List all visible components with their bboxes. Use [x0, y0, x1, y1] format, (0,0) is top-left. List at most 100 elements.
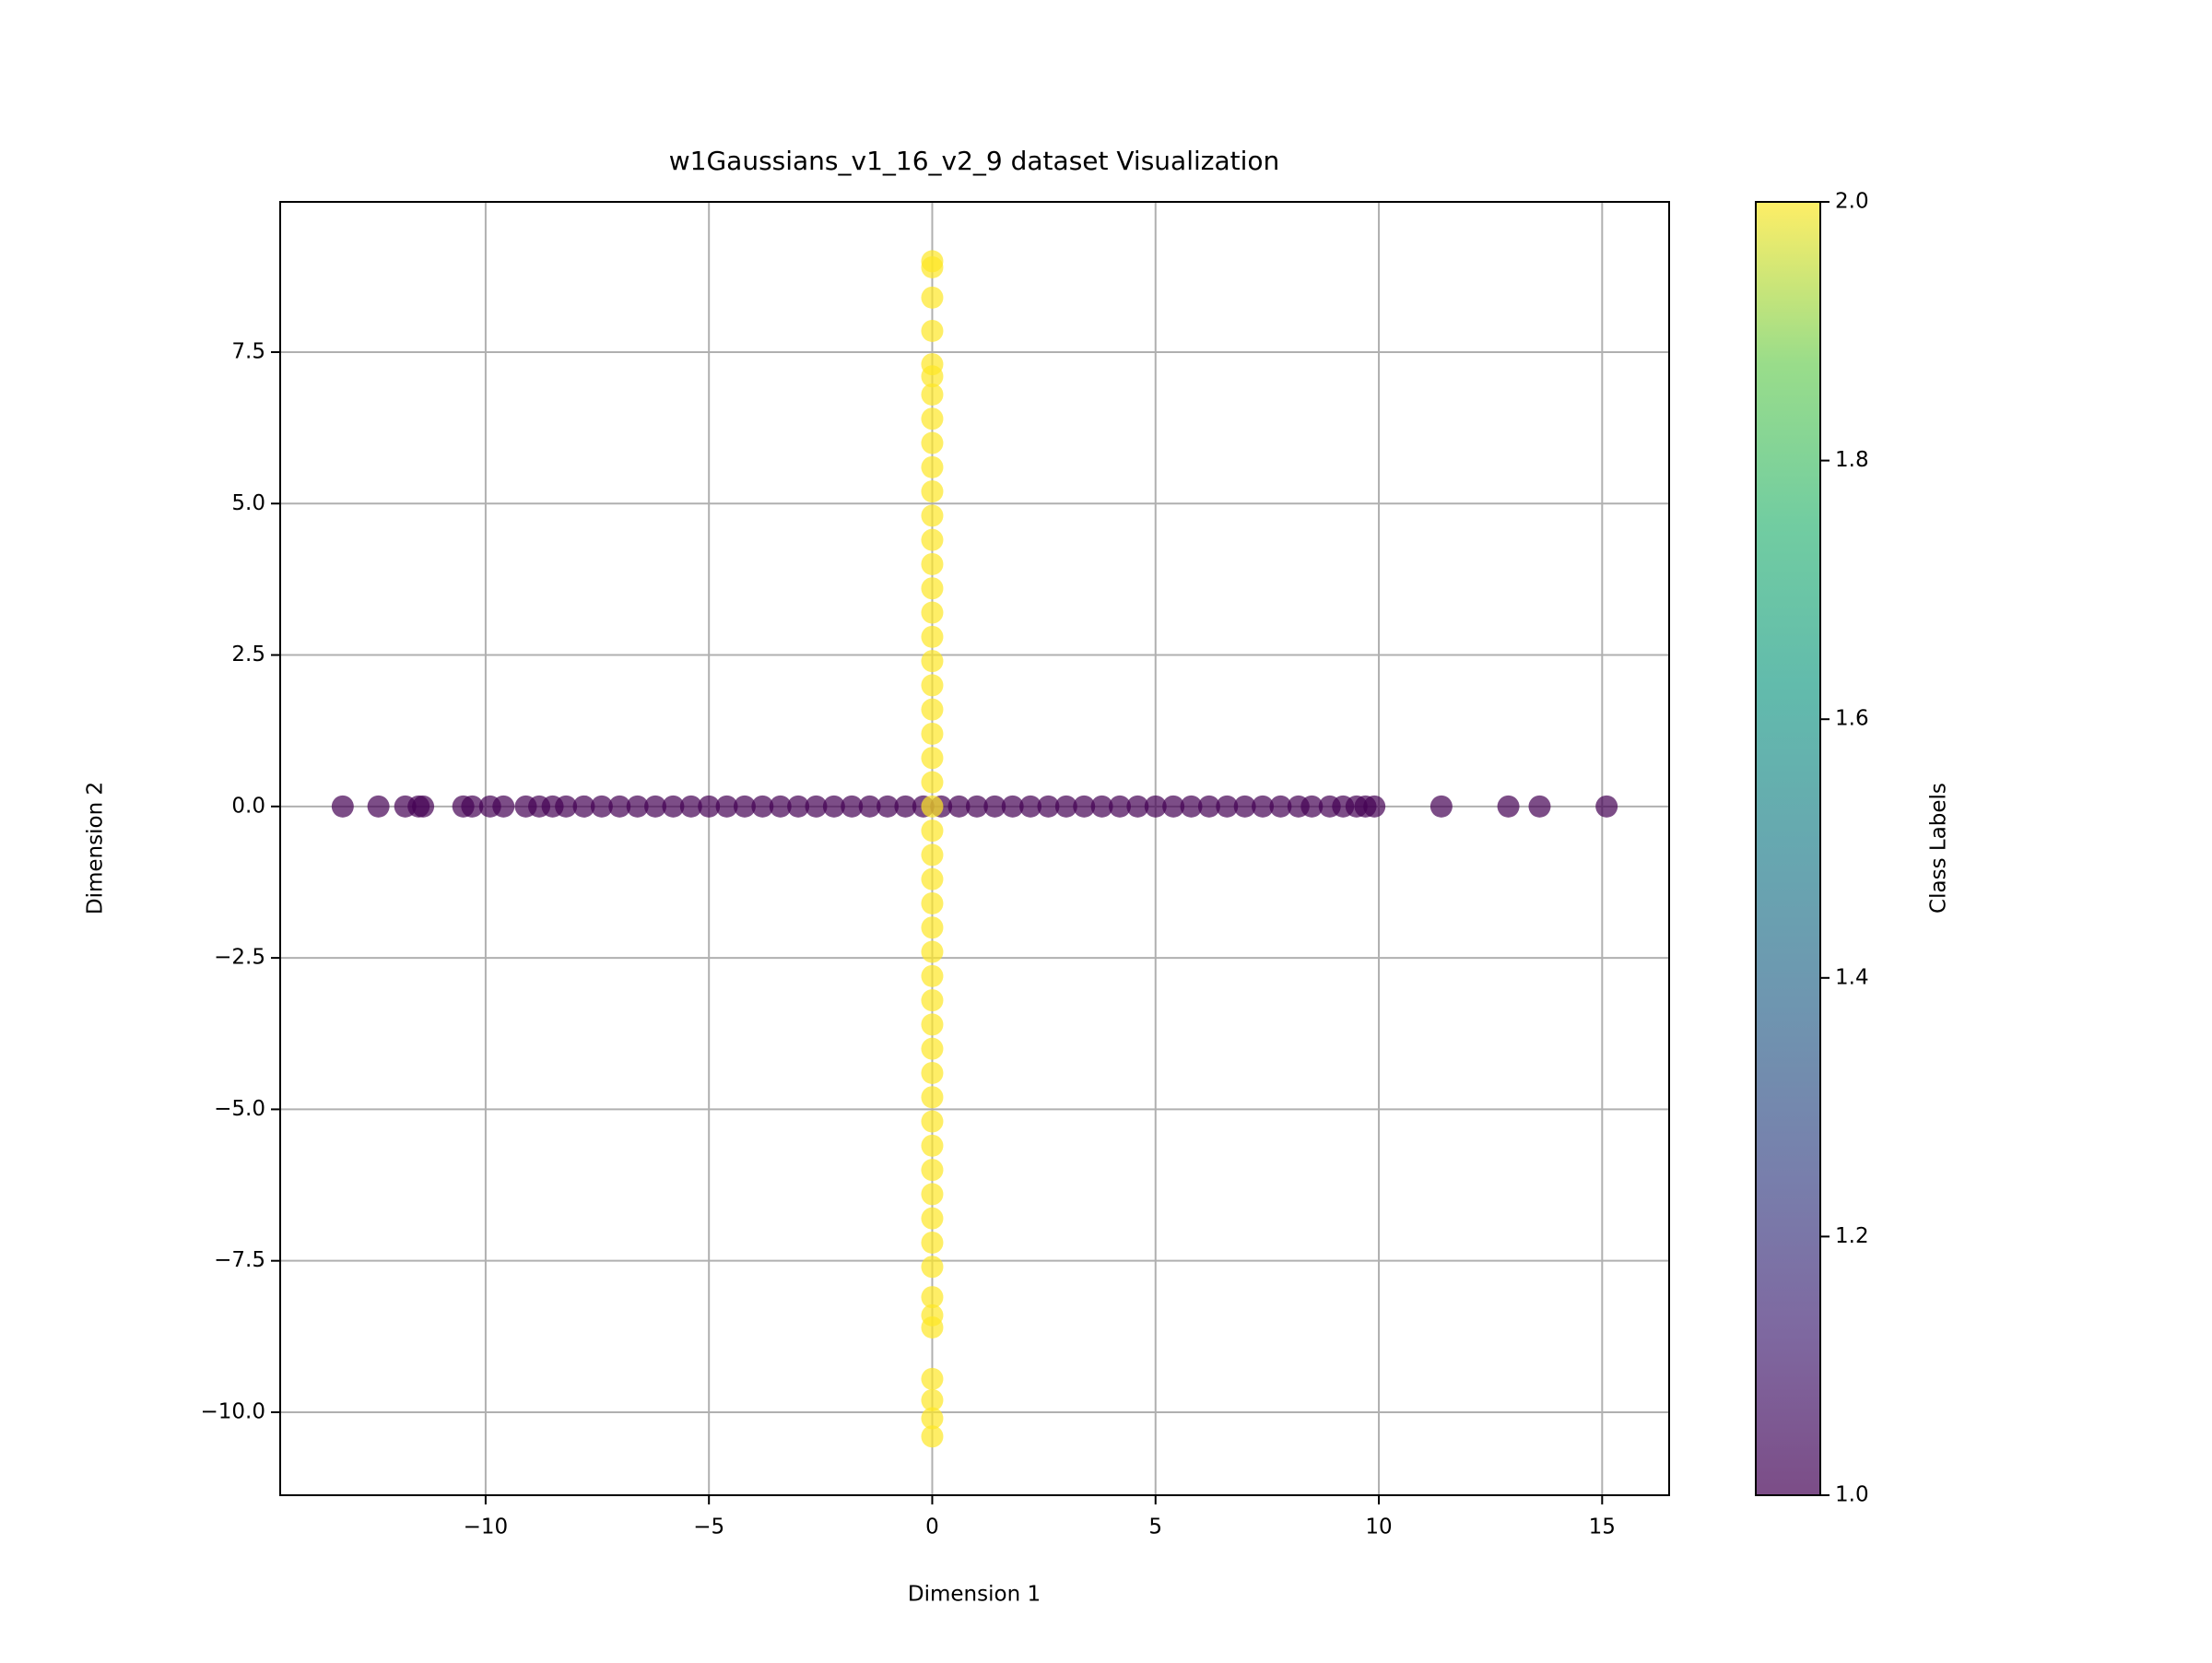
point — [921, 431, 944, 454]
point — [644, 795, 667, 818]
point — [921, 1086, 944, 1109]
point — [877, 795, 900, 818]
point — [921, 771, 944, 794]
y-tick-label: −10.0 — [201, 1399, 265, 1423]
point — [1430, 795, 1453, 818]
point — [921, 480, 944, 503]
point — [1019, 795, 1042, 818]
point — [1126, 795, 1149, 818]
point — [590, 795, 613, 818]
point — [921, 504, 944, 527]
y-tick-label: −2.5 — [214, 946, 265, 970]
point — [921, 383, 944, 406]
point — [921, 940, 944, 963]
y-tick-label: 7.5 — [231, 339, 265, 363]
point — [1144, 795, 1167, 818]
point — [769, 795, 792, 818]
point — [921, 577, 944, 600]
point — [1037, 795, 1060, 818]
y-tick-label: −5.0 — [214, 1097, 265, 1121]
point — [921, 1388, 944, 1411]
point — [733, 795, 756, 818]
point — [662, 795, 685, 818]
point — [858, 795, 881, 818]
point — [921, 407, 944, 430]
point — [921, 1207, 944, 1230]
point — [921, 916, 944, 939]
point — [965, 795, 988, 818]
y-tick-label: 0.0 — [231, 794, 265, 818]
point — [894, 795, 917, 818]
colorbar-tick-label: 1.4 — [1835, 965, 1869, 989]
x-tick-label: 10 — [1365, 1516, 1392, 1539]
point — [921, 964, 944, 987]
colorbar-tick-label: 1.2 — [1835, 1224, 1869, 1248]
colorbar-tick-label: 1.0 — [1835, 1483, 1869, 1507]
point — [1001, 795, 1024, 818]
point — [412, 795, 435, 818]
point — [921, 455, 944, 478]
point — [921, 625, 944, 648]
y-tick-label: 5.0 — [231, 491, 265, 515]
point — [921, 1286, 944, 1309]
point — [679, 795, 702, 818]
point — [921, 1231, 944, 1254]
point — [983, 795, 1006, 818]
point — [921, 1407, 944, 1430]
plot-frame — [279, 201, 1670, 1496]
point — [921, 1256, 944, 1279]
colorbar-tick-label: 2.0 — [1835, 190, 1869, 214]
point — [1108, 795, 1131, 818]
point — [1233, 795, 1256, 818]
point — [1054, 795, 1077, 818]
colorbar-tick-label: 1.6 — [1835, 707, 1869, 731]
point — [921, 747, 944, 770]
point — [698, 795, 721, 818]
point — [921, 255, 944, 278]
point — [921, 795, 944, 818]
x-tick-label: 0 — [925, 1516, 939, 1539]
point — [841, 795, 864, 818]
point — [1595, 795, 1618, 818]
point — [921, 867, 944, 890]
point — [921, 1013, 944, 1036]
chart-title: w1Gaussians_v1_16_v2_9 dataset Visualiza… — [669, 146, 1280, 176]
colorbar-label: Class Labels — [1927, 783, 1951, 914]
point — [921, 989, 944, 1012]
point — [751, 795, 774, 818]
colorbar-tick-label: 1.8 — [1835, 448, 1869, 472]
point — [921, 650, 944, 673]
point — [921, 286, 944, 309]
point — [921, 1425, 944, 1448]
point — [921, 820, 944, 843]
x-axis-label: Dimension 1 — [908, 1583, 1041, 1607]
point — [555, 795, 578, 818]
point — [921, 365, 944, 388]
point — [921, 891, 944, 914]
point — [1162, 795, 1185, 818]
point — [1363, 795, 1386, 818]
point — [1197, 795, 1220, 818]
point — [1090, 795, 1113, 818]
y-tick-label: 2.5 — [231, 643, 265, 666]
point — [608, 795, 631, 818]
point — [822, 795, 845, 818]
point — [715, 795, 738, 818]
point — [626, 795, 649, 818]
x-tick-label: −5 — [693, 1516, 724, 1539]
point — [1216, 795, 1239, 818]
point — [1252, 795, 1275, 818]
point — [947, 795, 971, 818]
point — [1497, 795, 1520, 818]
point — [921, 722, 944, 745]
point — [1528, 795, 1551, 818]
point — [921, 1061, 944, 1084]
point — [805, 795, 828, 818]
point — [921, 601, 944, 624]
point — [921, 1037, 944, 1060]
x-tick-label: −10 — [464, 1516, 509, 1539]
point — [787, 795, 810, 818]
point — [921, 319, 944, 342]
